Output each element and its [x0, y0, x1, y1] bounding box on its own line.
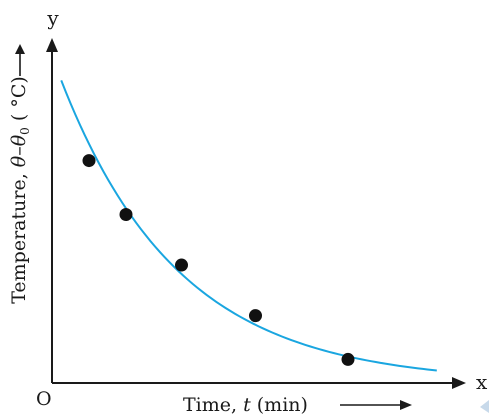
data-point-1	[82, 154, 96, 168]
corner-mark	[480, 400, 489, 413]
curve-layer	[60, 80, 437, 372]
data-point-4	[249, 309, 262, 323]
data-point-5	[341, 352, 355, 366]
y-axis-label: Temperature, θ–θ0 ( °C)	[8, 76, 32, 304]
data-point-3	[175, 258, 188, 272]
y-label-sub: 0	[18, 127, 32, 135]
x-axis-letter: x	[476, 370, 488, 394]
x-label-var: t	[243, 394, 251, 416]
cooling-curve-line	[60, 80, 437, 372]
y-axis-arrowhead	[46, 38, 58, 52]
x-label-arrow-icon	[340, 400, 412, 410]
x-label-prefix: Time,	[183, 394, 244, 416]
y-label-prefix: Temperature,	[8, 167, 30, 304]
points-layer	[82, 154, 355, 366]
y-label-var1: θ	[8, 155, 30, 168]
y-label-unit: ( °C)	[8, 76, 30, 128]
y-label-minus: –	[8, 146, 30, 156]
origin-label: O	[36, 388, 52, 410]
y-label-var2: θ	[8, 134, 30, 147]
x-axis-arrowhead	[452, 377, 466, 389]
x-label-suffix: (min)	[250, 394, 308, 416]
y-label-arrow-icon	[15, 44, 25, 76]
x-axis-label: Time, t (min)	[183, 394, 308, 416]
data-point-2	[119, 208, 133, 221]
y-axis-letter: y	[46, 6, 59, 30]
